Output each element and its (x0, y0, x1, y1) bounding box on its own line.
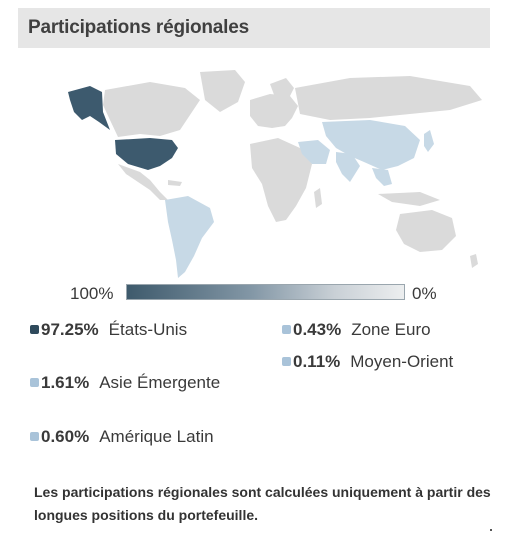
region-item-latin-america: 0.60% Amérique Latin (30, 427, 214, 449)
map-region-southeast-asia (372, 168, 392, 186)
map-region-canada (103, 82, 200, 137)
map-region-new-zealand (470, 254, 478, 268)
world-map (68, 70, 482, 278)
map-region-india (336, 152, 360, 182)
legend-gradient-bar (126, 284, 405, 300)
map-region-south-america (165, 196, 214, 278)
legend-max-label: 100% (70, 284, 114, 303)
region-color-dot (282, 357, 291, 367)
legend-min-label: 0% (412, 284, 437, 303)
map-region-greenland (200, 70, 245, 112)
region-name: Moyen-Orient (350, 352, 454, 371)
region-color-dot (30, 432, 39, 442)
region-percent: 1.61% (41, 373, 90, 392)
map-region-scandinavia (270, 78, 294, 100)
map-region-usa (115, 138, 178, 170)
map-region-australia (396, 210, 456, 252)
map-region-europe (250, 94, 298, 128)
region-name: Zone Euro (351, 320, 431, 339)
panel-header: Participations régionales (18, 8, 490, 48)
region-name: États-Unis (108, 320, 188, 339)
region-item-middle-east: 0.11% Moyen-Orient (282, 352, 453, 374)
region-percent: 97.25% (41, 320, 99, 339)
region-name: Asie Émergente (99, 373, 221, 392)
region-color-dot (282, 325, 291, 335)
map-region-madagascar (314, 188, 322, 208)
panel-title: Participations régionales (28, 17, 249, 38)
region-item-united-states: 97.25% États-Unis (30, 320, 187, 342)
region-item-emerging-asia: 1.61% Asie Émergente (30, 373, 220, 395)
map-region-africa (250, 138, 312, 222)
region-item-euro-zone: 0.43% Zone Euro (282, 320, 431, 342)
map-region-alaska (68, 86, 110, 130)
map-region-russia (295, 76, 482, 120)
region-percent: 0.43% (293, 320, 342, 339)
region-name: Amérique Latin (99, 427, 214, 446)
region-percent: 0.11% (293, 352, 341, 371)
map-region-caribbean (168, 180, 182, 186)
corner-mark (490, 529, 492, 531)
region-color-dot (30, 378, 39, 388)
region-percent: 0.60% (41, 427, 90, 446)
map-region-middle-east (298, 140, 330, 164)
region-color-dot (30, 325, 39, 335)
map-region-asia (322, 120, 420, 170)
map-region-indonesia (378, 192, 440, 206)
map-region-mexico (118, 164, 168, 200)
footnote: Les participations régionales sont calcu… (34, 484, 491, 523)
map-region-japan (424, 130, 434, 152)
